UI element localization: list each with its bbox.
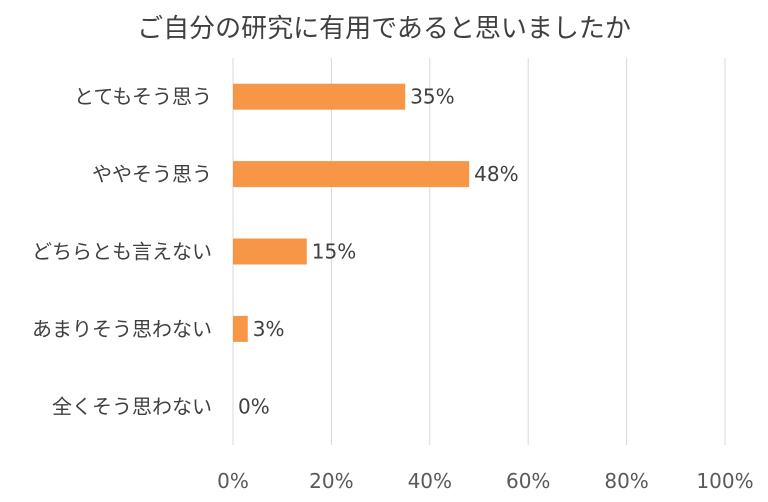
data-label: 0% xyxy=(238,394,270,418)
data-label: 15% xyxy=(312,240,356,264)
data-label: 3% xyxy=(253,317,285,341)
category-label: どちらとも言えない xyxy=(32,240,212,264)
category-label: あまりそう思わない xyxy=(32,317,212,341)
x-tick-label: 40% xyxy=(408,469,452,493)
x-tick-label: 100% xyxy=(696,469,753,493)
data-label: 35% xyxy=(410,85,454,109)
bar xyxy=(233,315,248,342)
x-tick-label: 0% xyxy=(217,469,249,493)
bar xyxy=(233,238,307,265)
bar xyxy=(233,83,406,110)
category-label: ややそう思う xyxy=(92,162,212,186)
category-label: とてもそう思う xyxy=(74,85,212,109)
x-tick-label: 80% xyxy=(604,469,648,493)
data-label: 48% xyxy=(474,162,518,186)
category-label: 全くそう思わない xyxy=(52,394,212,418)
bar xyxy=(233,161,470,188)
x-tick-label: 60% xyxy=(506,469,550,493)
x-tick-label: 20% xyxy=(309,469,353,493)
chart-title: ご自分の研究に有用であると思いましたか xyxy=(137,14,631,44)
